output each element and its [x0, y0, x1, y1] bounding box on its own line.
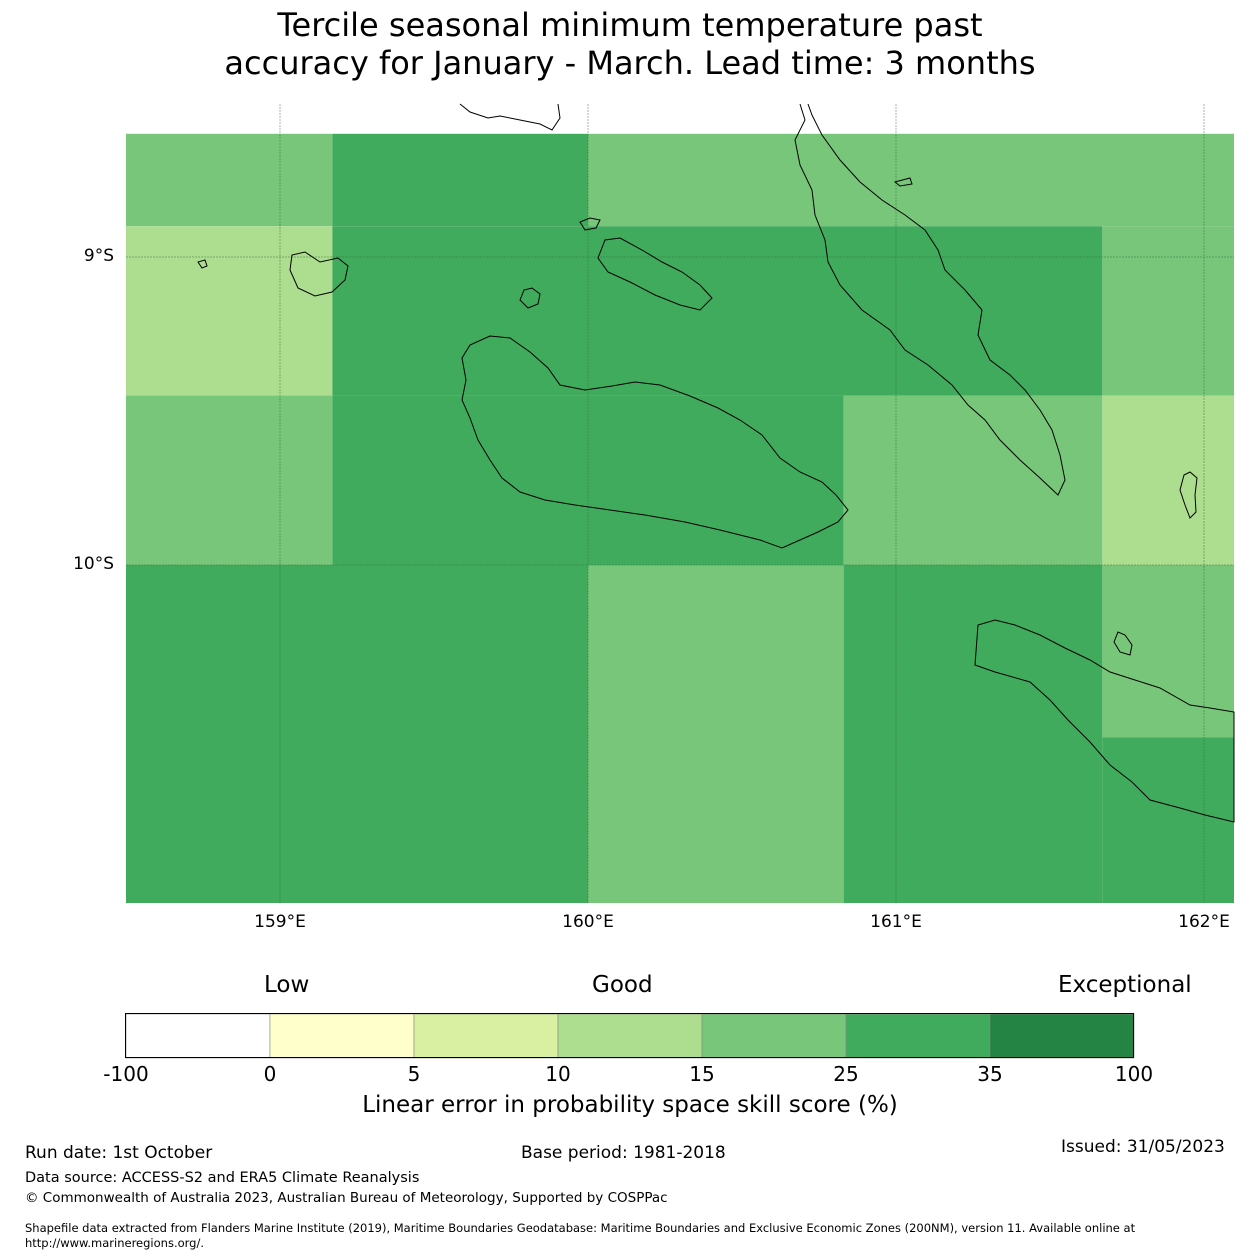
colorbar-tick-minus100: -100: [103, 1062, 149, 1086]
data-source: Data source: ACCESS-S2 and ERA5 Climate …: [25, 1170, 420, 1186]
colorbar-tick-10: 10: [545, 1062, 571, 1086]
grid-cell-7: [126, 395, 333, 565]
colorbar-segment-4: [701, 1013, 847, 1059]
colorbar-label: Linear error in probability space skill …: [362, 1092, 898, 1118]
colorbar-tick-100: 100: [1114, 1062, 1154, 1086]
coastline-malaita: [794, 103, 1066, 496]
coastline-russell-islands: [289, 251, 349, 297]
map-title-line-1: Tercile seasonal minimum temperature pas…: [277, 6, 983, 44]
colorbar: [125, 1013, 1135, 1059]
grid-cell-4: [332, 226, 588, 396]
map-title: Tercile seasonal minimum temperature pas…: [0, 6, 1260, 82]
grid-cell-9: [843, 395, 1103, 565]
lon-label-160e: 160°E: [562, 912, 614, 932]
coastline-small-island-3: [579, 217, 601, 231]
colorbar-segment-1: [269, 1013, 415, 1059]
colorbar-frame: [125, 1013, 1134, 1058]
colorbar-segment-5: [845, 1013, 991, 1059]
map-title-line-2: accuracy for January - March. Lead time:…: [224, 44, 1036, 82]
colorbar-tick-25: 25: [833, 1062, 859, 1086]
colorbar-segment-0: [125, 1013, 271, 1059]
grid-cell-15: [1102, 737, 1234, 903]
grid-cell-6: [1102, 226, 1234, 396]
colorbar-segment-6: [989, 1013, 1135, 1059]
grid-cell-14: [1102, 565, 1234, 738]
coastline-small-island-4: [893, 177, 913, 187]
lon-label-162e: 162°E: [1178, 912, 1230, 932]
colorbar-category-exceptional: Exceptional: [1058, 972, 1192, 998]
grid-cell-11: [126, 565, 588, 903]
base-period: Base period: 1981-2018: [521, 1143, 726, 1163]
grid-cell-5: [588, 226, 1103, 396]
coastline-santa-isabel: [459, 103, 561, 131]
coastline-florida-islands: [597, 237, 713, 311]
graticule: [126, 104, 1234, 903]
coastline-savo: [519, 287, 541, 309]
shapefile-credit-line-2: http://www.marineregions.org/.: [25, 1236, 204, 1250]
copyright: © Commonwealth of Australia 2023, Austra…: [25, 1190, 668, 1206]
issued-date: Issued: 31/05/2023: [1061, 1137, 1225, 1157]
lat-label-9s: 9°S: [83, 246, 114, 266]
lon-label-159e: 159°E: [254, 912, 306, 932]
colorbar-tick-15: 15: [689, 1062, 715, 1086]
coastline-makira: [974, 619, 1235, 823]
grid-cell-10: [1102, 395, 1234, 565]
map-panel: [126, 103, 1235, 903]
lat-label-10s: 10°S: [73, 554, 114, 574]
coastline-guadalcanal: [461, 335, 849, 549]
colorbar-category-low: Low: [264, 972, 310, 998]
grid-cell-8: [332, 395, 844, 565]
coastline-ulawa: [1179, 471, 1198, 519]
coastline-small-island-1: [1113, 631, 1133, 656]
grid-cell-0: [126, 133, 333, 227]
colorbar-segment-2: [413, 1013, 559, 1059]
colorbar-category-good: Good: [592, 972, 653, 998]
grid-cell-12: [588, 565, 844, 903]
coastline-small-island-2: [197, 259, 208, 269]
skill-grid-cells: [126, 133, 1234, 903]
run-date: Run date: 1st October: [25, 1143, 213, 1163]
colorbar-tick-0: 0: [263, 1062, 277, 1086]
shapefile-credit-line-1: Shapefile data extracted from Flanders M…: [25, 1221, 1136, 1235]
colorbar-tick-5: 5: [407, 1062, 421, 1086]
grid-cell-13: [843, 565, 1103, 903]
colorbar-tick-35: 35: [977, 1062, 1003, 1086]
lon-label-161e: 161°E: [870, 912, 922, 932]
colorbar-segment-3: [557, 1013, 703, 1059]
grid-cell-1: [332, 133, 588, 227]
coastlines: [197, 103, 1235, 823]
grid-cell-3: [126, 226, 333, 396]
